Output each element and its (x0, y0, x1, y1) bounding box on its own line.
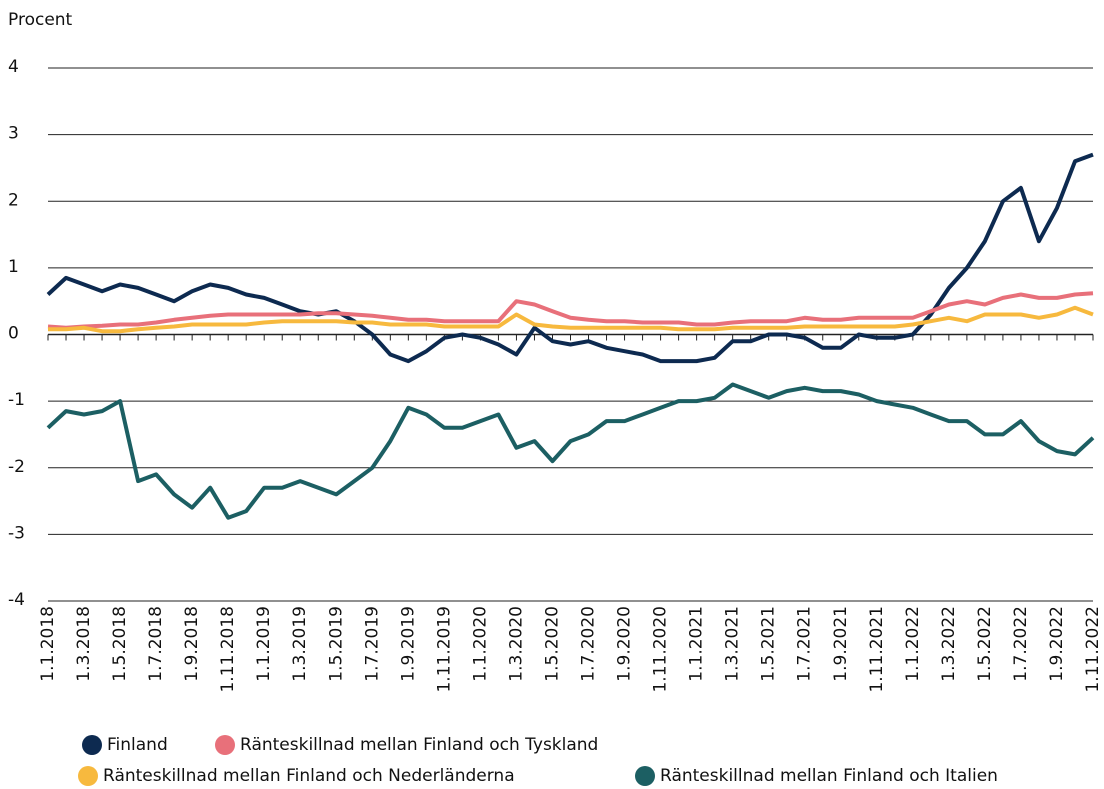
x-tick-label: 1.5.2018 (110, 606, 130, 682)
x-tick-label: 1.11.2021 (867, 606, 887, 693)
series-line (47, 291, 1094, 330)
x-tick-label: 1.7.2018 (146, 606, 166, 682)
y-tick-label: -1 (8, 390, 25, 410)
x-tick-label: 1.9.2022 (1047, 606, 1067, 682)
y-tick-label: -4 (8, 590, 25, 610)
y-tick-label: 3 (8, 124, 19, 144)
x-tick-label: 1.9.2020 (615, 606, 635, 682)
y-axis-label: Procent (8, 10, 73, 30)
x-tick-label: 1.11.2018 (218, 606, 238, 693)
series-line (46, 152, 1094, 364)
y-tick-label: 4 (8, 57, 19, 77)
x-tick-label: 1.1.2018 (38, 606, 58, 682)
x-tick-label: 1.5.2020 (542, 606, 562, 682)
x-tick-label: 1.5.2021 (759, 606, 779, 682)
x-tick-label: 1.11.2019 (434, 606, 454, 693)
x-tick-label: 1.11.2020 (651, 606, 671, 693)
legend-marker (78, 766, 98, 786)
x-tick-label: 1.9.2019 (398, 606, 418, 682)
y-tick-label: -2 (8, 457, 25, 477)
x-tick-label: 1.11.2022 (1083, 606, 1103, 693)
legend-marker (82, 735, 102, 755)
y-tick-label: 1 (8, 257, 19, 277)
x-tick-label: 1.1.2019 (254, 606, 274, 682)
x-tick-label: 1.1.2020 (470, 606, 490, 682)
x-tick-label: 1.7.2019 (362, 606, 382, 682)
x-tick-label: 1.9.2021 (831, 606, 851, 682)
legend-label: Ränteskillnad mellan Finland och Tysklan… (240, 735, 598, 755)
legend-marker (215, 735, 235, 755)
x-tick-label: 1.1.2022 (903, 606, 923, 682)
legend-marker (635, 766, 655, 786)
y-tick-label: -3 (8, 523, 25, 543)
x-tick-label: 1.3.2021 (723, 606, 743, 682)
x-tick-label: 1.7.2020 (579, 606, 599, 682)
x-tick-label: 1.3.2019 (290, 606, 310, 682)
x-tick-label: 1.9.2018 (182, 606, 202, 682)
legend-label: Ränteskillnad mellan Finland och Nederlä… (103, 766, 515, 786)
legend-label: Ränteskillnad mellan Finland och Italien (660, 766, 998, 786)
x-tick-label: 1.7.2021 (795, 606, 815, 682)
legend-label: Finland (107, 735, 168, 755)
x-tick-label: 1.3.2022 (939, 606, 959, 682)
x-tick-label: 1.7.2022 (1011, 606, 1031, 682)
series-line (46, 382, 1095, 520)
series-line (48, 305, 1094, 334)
y-tick-label: 0 (8, 324, 19, 344)
x-tick-label: 1.3.2018 (74, 606, 94, 682)
x-tick-label: 1.1.2021 (687, 606, 707, 682)
x-tick-label: 1.3.2020 (506, 606, 526, 682)
x-tick-label: 1.5.2022 (975, 606, 995, 682)
x-tick-label: 1.5.2019 (326, 606, 346, 682)
y-tick-label: 2 (8, 190, 19, 210)
